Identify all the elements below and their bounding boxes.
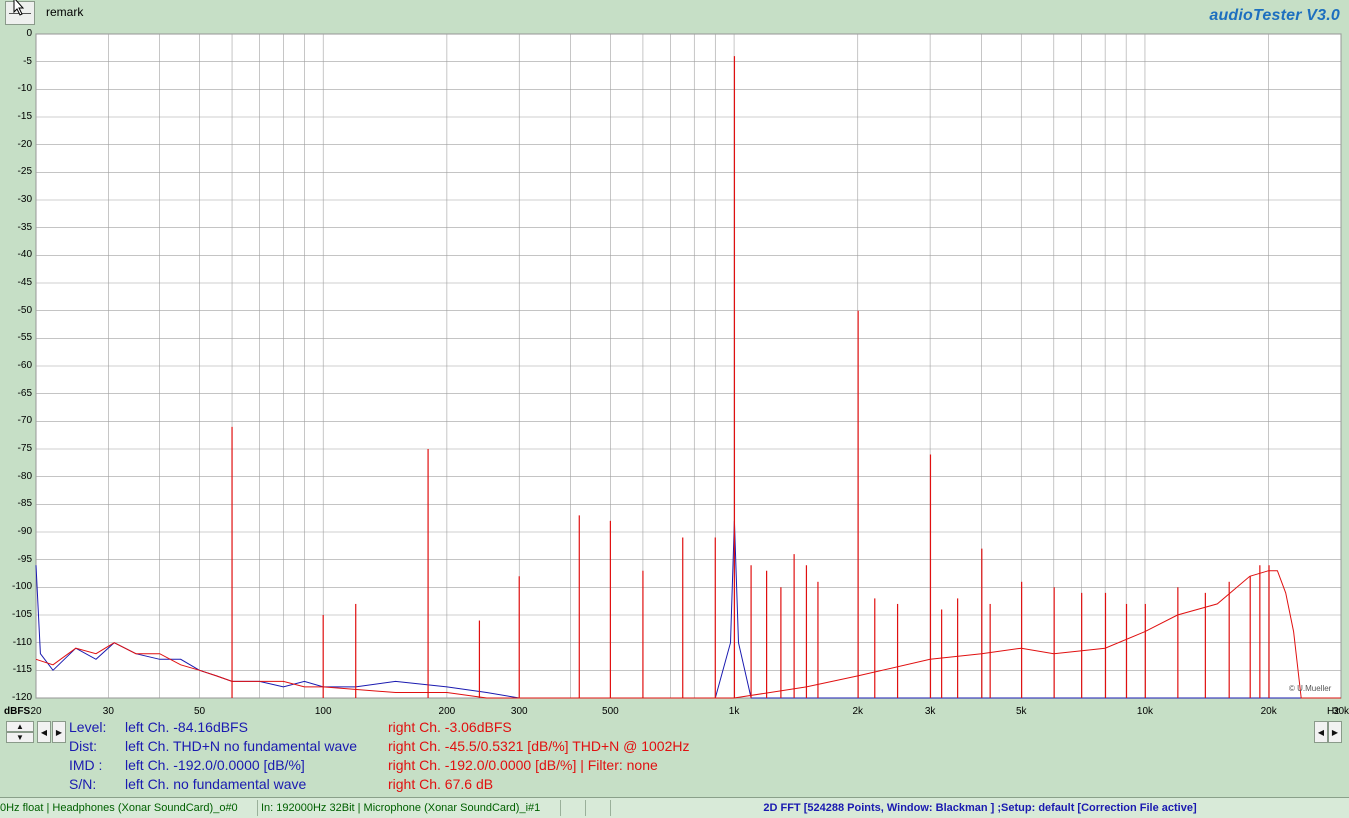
left-dist-value: left Ch. THD+N no fundamental wave bbox=[125, 738, 358, 754]
y-tick-label: -90 bbox=[17, 526, 32, 537]
y-tick-label: -65 bbox=[17, 387, 32, 399]
series-right-channel bbox=[35, 56, 1341, 699]
zoom-right-button[interactable]: ▶ bbox=[1328, 721, 1342, 743]
y-tick-label: -20 bbox=[17, 138, 32, 150]
y-tick-label: -100 bbox=[11, 581, 32, 593]
x-tick-label: 30k bbox=[1332, 706, 1349, 717]
y-tick-label: -80 bbox=[17, 470, 32, 482]
right-sn-value: right Ch. 67.6 dB bbox=[388, 776, 494, 792]
y-tick-label: -95 bbox=[17, 553, 32, 565]
y-tick-label: -45 bbox=[17, 277, 32, 288]
y-tick-label: -115 bbox=[12, 664, 32, 676]
level-label: Level: bbox=[69, 719, 107, 735]
y-tick-label: -50 bbox=[17, 304, 32, 316]
x-tick-label: 3k bbox=[924, 706, 936, 717]
x-axis-label: Hz bbox=[1327, 706, 1340, 717]
sn-label: S/N: bbox=[69, 776, 97, 792]
y-axis-label: dBFS bbox=[4, 706, 31, 717]
y-tick-label: -10 bbox=[17, 83, 32, 95]
right-imd-value: right Ch. -192.0/0.0000 [dB/%] | Filter:… bbox=[388, 757, 658, 773]
status-bar: 0Hz float | Headphones (Xonar SoundCard)… bbox=[0, 797, 1349, 818]
x-tick-label: 30 bbox=[102, 706, 114, 717]
imd-label: IMD : bbox=[69, 757, 103, 773]
app-title: audioTester V3.0 bbox=[1209, 7, 1340, 24]
right-level-value: right Ch. -3.06dBFS bbox=[388, 719, 512, 735]
fft-chart bbox=[35, 33, 1342, 699]
y-tick-label: -85 bbox=[17, 498, 32, 510]
x-tick-label: 2k bbox=[852, 706, 864, 717]
x-tick-label: 500 bbox=[602, 706, 619, 717]
y-tick-label: -60 bbox=[17, 360, 32, 371]
left-level-value: left Ch. -84.16dBFS bbox=[125, 719, 248, 735]
left-imd-value: left Ch. -192.0/0.0000 [dB/%] bbox=[125, 757, 305, 773]
y-tick-label: -40 bbox=[17, 249, 32, 261]
remark-label: remark bbox=[46, 5, 84, 19]
status-empty-cell-2 bbox=[585, 800, 610, 816]
x-tick-label: 200 bbox=[438, 706, 456, 717]
status-empty-cell-1 bbox=[560, 800, 585, 816]
x-tick-label: 300 bbox=[510, 706, 528, 717]
right-dist-value: right Ch. -45.5/0.5321 [dB/%] THD+N @ 10… bbox=[388, 738, 690, 754]
left-sn-value: left Ch. no fundamental wave bbox=[125, 776, 307, 792]
scroll-up-button[interactable]: ▲ bbox=[6, 721, 34, 732]
x-tick-label: 20k bbox=[1260, 706, 1277, 717]
x-tick-label: 10k bbox=[1136, 706, 1154, 717]
scroll-right-button[interactable]: ▶ bbox=[52, 721, 66, 743]
status-analysis-info: 2D FFT [524288 Points, Window: Blackman … bbox=[610, 800, 1349, 816]
scroll-left-button[interactable]: ◀ bbox=[37, 721, 51, 743]
x-tick-label: 100 bbox=[314, 706, 332, 717]
scroll-down-button[interactable]: ▼ bbox=[6, 732, 34, 743]
status-input-device: In: 192000Hz 32Bit | Microphone (Xonar S… bbox=[257, 800, 560, 816]
zoom-left-button[interactable]: ◀ bbox=[1314, 721, 1328, 743]
y-tick-label: -5 bbox=[23, 55, 32, 67]
x-tick-label: 20 bbox=[30, 706, 42, 717]
credit-text: © U.Mueller bbox=[1289, 684, 1332, 693]
y-tick-label: -25 bbox=[17, 166, 32, 178]
y-tick-label: -75 bbox=[17, 443, 32, 454]
y-tick-label: -15 bbox=[17, 111, 32, 122]
y-tick-label: -110 bbox=[12, 636, 32, 648]
y-tick-label: -105 bbox=[11, 609, 32, 620]
x-tick-label: 50 bbox=[193, 706, 206, 717]
status-output-device: 0Hz float | Headphones (Xonar SoundCard)… bbox=[0, 802, 238, 814]
y-tick-label: 0 bbox=[26, 28, 32, 39]
y-tick-label: -55 bbox=[17, 332, 32, 344]
y-tick-label: -120 bbox=[11, 692, 32, 703]
y-tick-label: -30 bbox=[17, 194, 32, 205]
x-tick-label: 1k bbox=[728, 706, 740, 717]
series-left-channel bbox=[35, 520, 1341, 699]
x-tick-label: 5k bbox=[1015, 706, 1027, 717]
dist-label: Dist: bbox=[69, 738, 97, 754]
y-tick-label: -70 bbox=[17, 415, 32, 427]
mouse-cursor-icon bbox=[13, 0, 25, 16]
top-bar: remark audioTester V3.0 bbox=[0, 0, 1349, 32]
y-tick-label: -35 bbox=[17, 221, 32, 233]
left-channel-line bbox=[35, 520, 1341, 699]
